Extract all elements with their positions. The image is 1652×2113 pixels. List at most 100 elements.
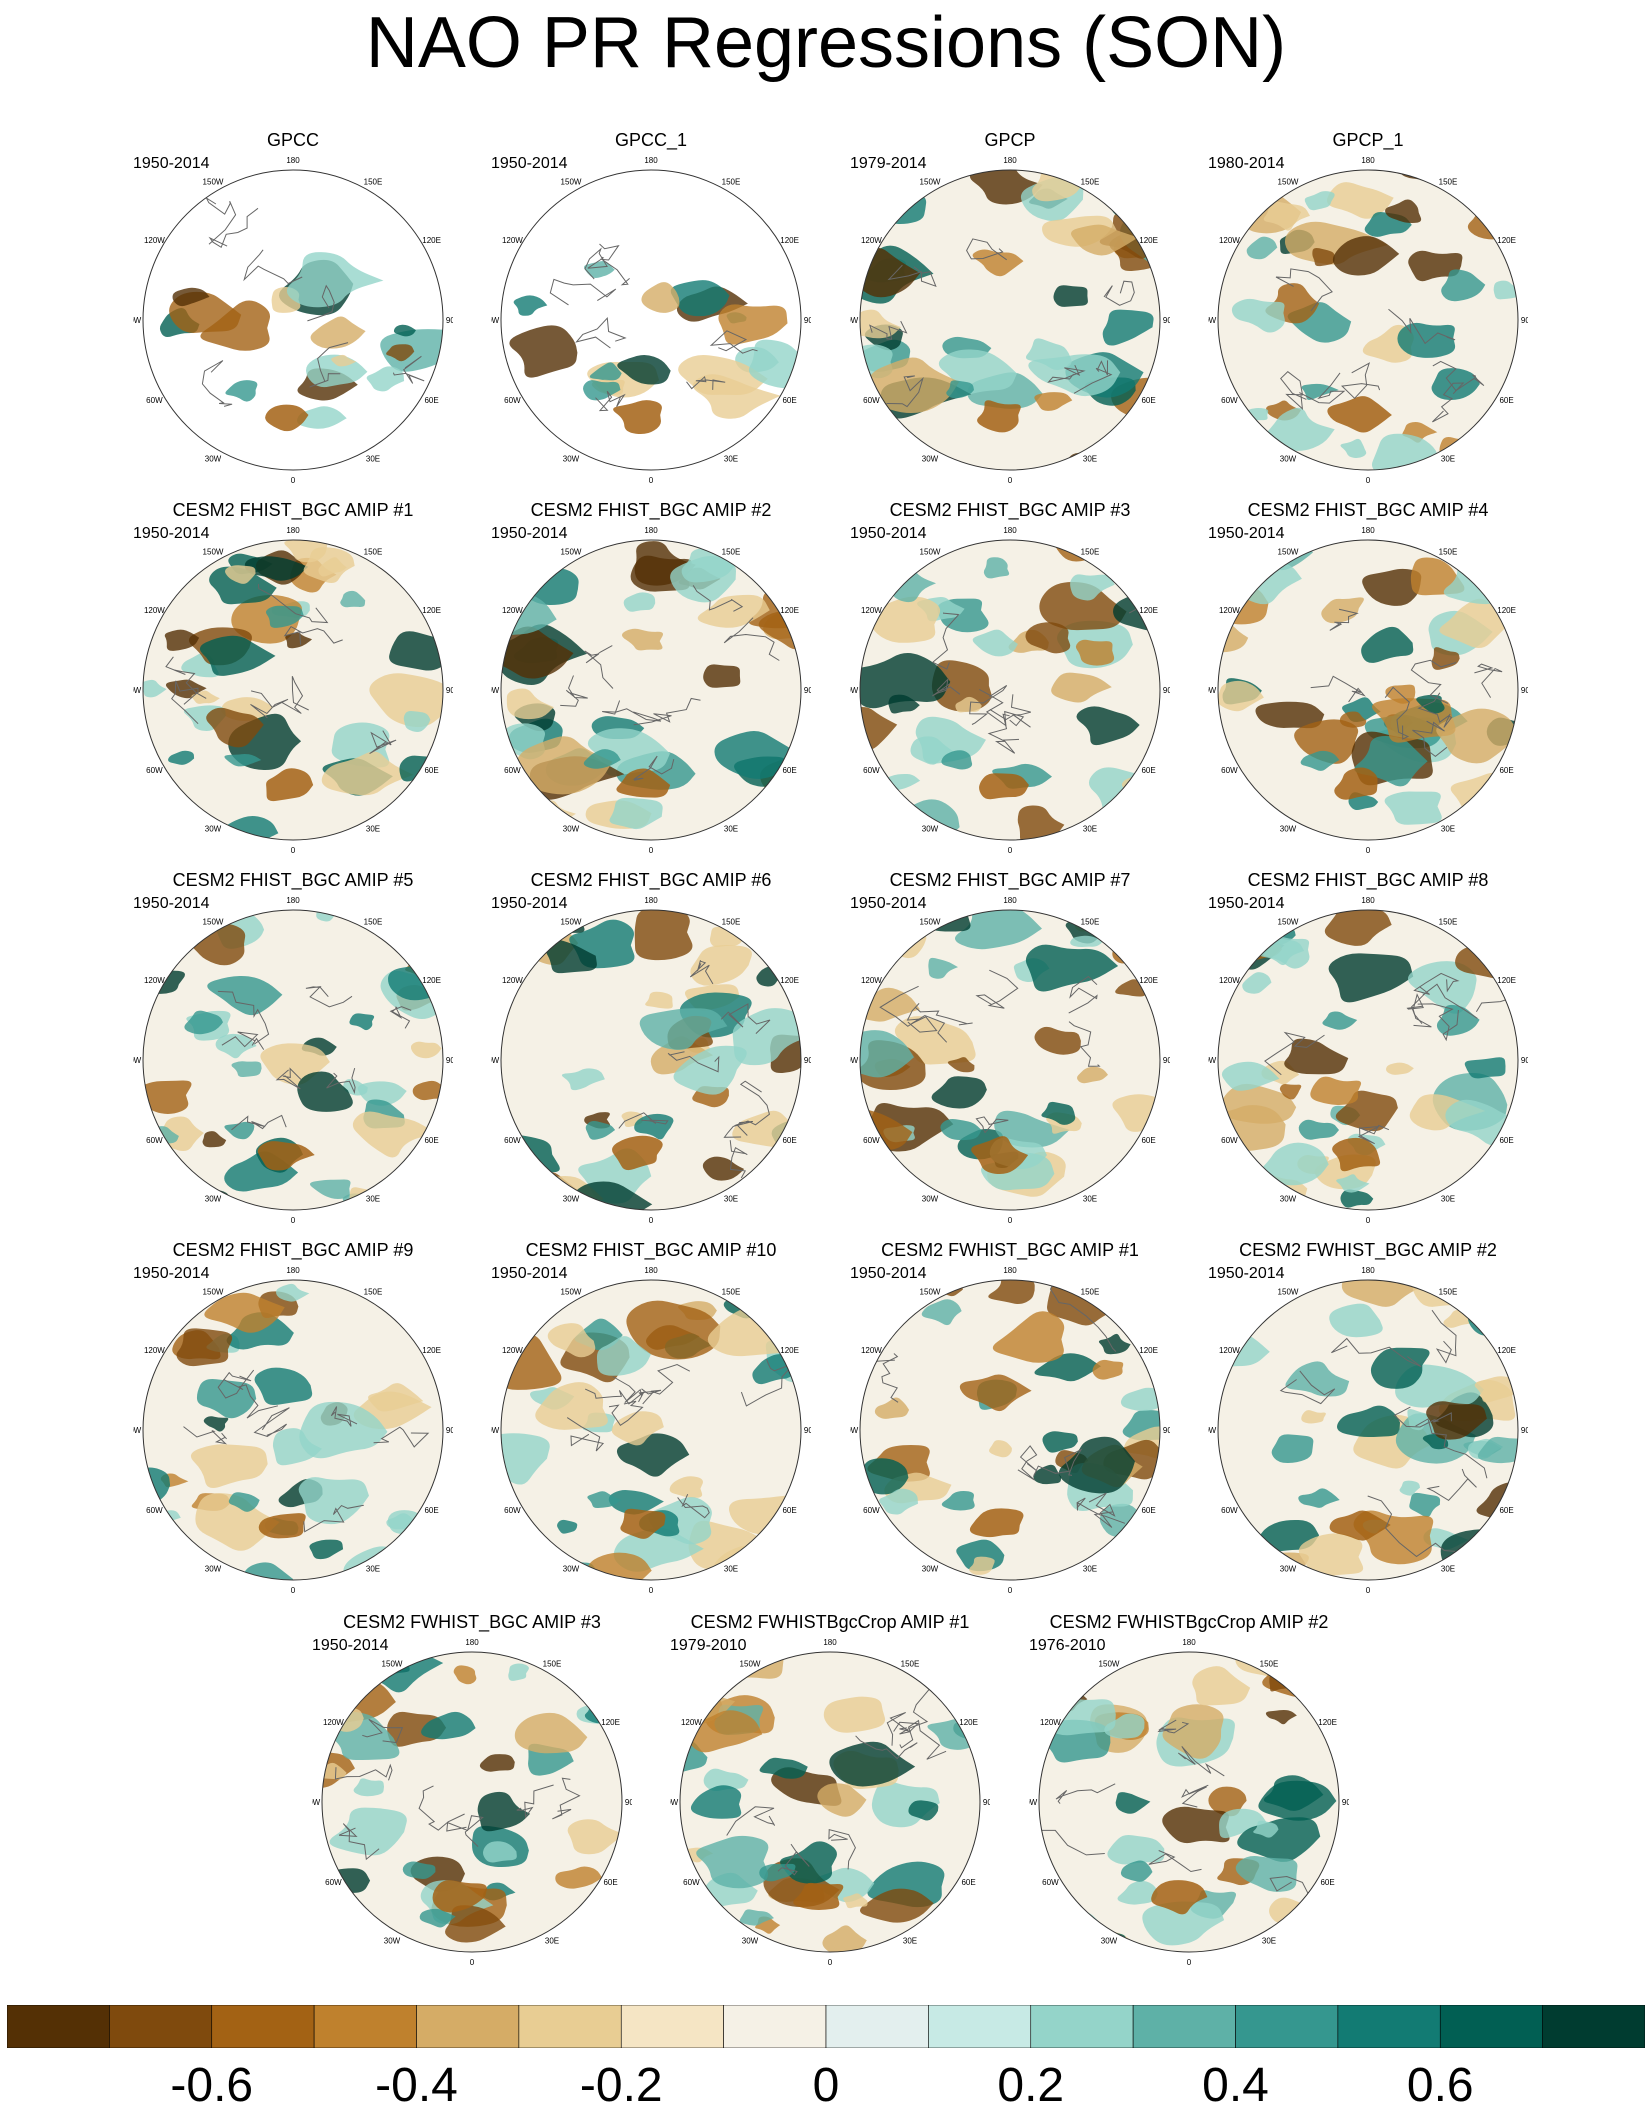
longitude-label: 120E xyxy=(959,1718,978,1727)
map-panel: CESM2 FHIST_BGC AMIP #6 1950-2014 180 150E 1… xyxy=(491,870,811,1230)
polar-map: 180 150E 120E 90E 60E 30E 0 30W 60W 90W 120W 150W xyxy=(491,1266,811,1595)
longitude-label: 90W xyxy=(133,316,142,325)
colorbar-swatch xyxy=(1439,2004,1543,2049)
panel-title: CESM2 FWHIST_BGC AMIP #3 xyxy=(343,1612,601,1632)
longitude-label: 120E xyxy=(1497,236,1516,245)
longitude-label: 180 xyxy=(1003,156,1017,165)
longitude-label: 90E xyxy=(1521,1056,1528,1065)
longitude-label: 0 xyxy=(291,476,296,485)
longitude-label: 60W xyxy=(1221,766,1238,775)
longitude-label: 60W xyxy=(146,766,163,775)
colorbar-tick-label: 0.4 xyxy=(1202,2059,1269,2112)
longitude-label: 90W xyxy=(491,316,500,325)
longitude-label: 150E xyxy=(1439,177,1458,186)
longitude-label: 90W xyxy=(850,686,859,695)
longitude-label: 90E xyxy=(1521,1426,1528,1435)
longitude-label: 30W xyxy=(205,1195,222,1204)
longitude-label: 150W xyxy=(1099,1659,1120,1668)
longitude-label: 90W xyxy=(670,1798,679,1807)
longitude-label: 150E xyxy=(1081,177,1100,186)
longitude-label: 90W xyxy=(133,686,142,695)
longitude-label: 30W xyxy=(384,1937,401,1946)
map-panels: GPCC 1950-2014 180 150E 120E 90E 60E 30E 0 30W 60W… xyxy=(133,130,1528,1972)
polar-map: 180 150E 120E 90E 60E 30E 0 30W 60W 90W 120W 150W xyxy=(1208,1266,1528,1595)
panel-years: 1950-2014 xyxy=(491,1265,568,1282)
colorbar-tick-label: 0 xyxy=(812,2059,840,2112)
panel-years: 1950-2014 xyxy=(491,895,568,912)
panel-title: CESM2 FHIST_BGC AMIP #6 xyxy=(530,870,772,890)
longitude-label: 30W xyxy=(205,455,222,464)
longitude-label: 90E xyxy=(446,316,453,325)
polar-map: 180 150E 120E 90E 60E 30E 0 30W 60W 90W 120W 150W xyxy=(133,156,453,485)
longitude-label: 60W xyxy=(325,1878,342,1887)
polar-map: 180 150E 120E 90E 60E 30E 0 30W 60W 90W 120W 150W xyxy=(850,156,1170,485)
longitude-label: 60E xyxy=(1141,1136,1155,1145)
longitude-label: 150E xyxy=(364,177,383,186)
panel-title: CESM2 FWHIST_BGC AMIP #1 xyxy=(881,1240,1139,1260)
longitude-label: 90E xyxy=(804,1426,811,1435)
longitude-label: 120W xyxy=(144,236,165,245)
polar-map: 180 150E 120E 90E 60E 30E 0 30W 60W 90W 120W 150W xyxy=(491,156,811,485)
colorbar-swatch xyxy=(1337,2004,1441,2049)
longitude-label: 150E xyxy=(364,1287,383,1296)
longitude-label: 120W xyxy=(144,1346,165,1355)
longitude-label: 120W xyxy=(1219,976,1240,985)
longitude-label: 120W xyxy=(502,606,523,615)
longitude-label: 60E xyxy=(961,1878,975,1887)
polar-map: 180 150E 120E 90E 60E 30E 0 30W 60W 90W 120W 150W xyxy=(491,526,811,855)
longitude-label: 180 xyxy=(644,526,658,535)
panel-years: 1950-2014 xyxy=(1208,895,1285,912)
longitude-label: 180 xyxy=(286,526,300,535)
longitude-label: 60E xyxy=(424,766,438,775)
longitude-label: 30W xyxy=(1280,825,1297,834)
polar-map: 180 150E 120E 90E 60E 30E 0 30W 60W 90W 120W 150W xyxy=(670,1638,990,1967)
longitude-label: 60E xyxy=(782,396,796,405)
map-panel: CESM2 FWHISTBgcCrop AMIP #1 1979-2010 180 1… xyxy=(670,1612,990,1972)
longitude-label: 150W xyxy=(920,1287,941,1296)
panel-title: CESM2 FWHISTBgcCrop AMIP #1 xyxy=(690,1612,970,1632)
longitude-label: 60E xyxy=(1141,766,1155,775)
longitude-label: 180 xyxy=(286,896,300,905)
longitude-label: 120W xyxy=(681,1718,702,1727)
longitude-label: 150E xyxy=(1081,917,1100,926)
panel-years: 1950-2014 xyxy=(850,1265,927,1282)
longitude-label: 120W xyxy=(144,976,165,985)
longitude-label: 120W xyxy=(502,236,523,245)
longitude-label: 180 xyxy=(1361,156,1375,165)
panel-years: 1979-2014 xyxy=(850,155,927,172)
longitude-label: 150E xyxy=(722,917,741,926)
longitude-label: 90E xyxy=(1521,686,1528,695)
longitude-label: 120W xyxy=(861,1346,882,1355)
longitude-label: 120E xyxy=(780,976,799,985)
longitude-label: 30E xyxy=(366,1195,380,1204)
longitude-label: 150E xyxy=(1260,1659,1279,1668)
panel-years: 1950-2014 xyxy=(133,155,210,172)
longitude-label: 120W xyxy=(502,1346,523,1355)
polar-map: 180 150E 120E 90E 60E 30E 0 30W 60W 90W 120W 150W xyxy=(1029,1638,1349,1967)
longitude-label: 0 xyxy=(649,1216,654,1225)
longitude-label: 90W xyxy=(850,316,859,325)
longitude-label: 90W xyxy=(1208,316,1217,325)
longitude-label: 30E xyxy=(724,455,738,464)
longitude-label: 120W xyxy=(1040,1718,1061,1727)
longitude-label: 0 xyxy=(1366,1586,1371,1595)
map-panel: CESM2 FHIST_BGC AMIP #9 1950-2014 180 150E 1… xyxy=(133,1240,453,1600)
longitude-label: 0 xyxy=(470,1958,475,1967)
longitude-label: 120W xyxy=(861,976,882,985)
longitude-label: 120E xyxy=(601,1718,620,1727)
map-panel: GPCC 1950-2014 180 150E 120E 90E 60E 30E 0 30W 60W… xyxy=(133,130,453,490)
longitude-label: 30E xyxy=(1083,825,1097,834)
longitude-label: 30W xyxy=(1280,1565,1297,1574)
longitude-label: 90W xyxy=(491,1426,500,1435)
longitude-label: 150W xyxy=(203,547,224,556)
longitude-label: 30W xyxy=(1280,1195,1297,1204)
longitude-label: 30E xyxy=(366,1565,380,1574)
longitude-label: 120E xyxy=(1139,1346,1158,1355)
longitude-label: 180 xyxy=(1003,526,1017,535)
longitude-label: 150E xyxy=(1081,1287,1100,1296)
longitude-label: 60E xyxy=(1141,1506,1155,1515)
longitude-label: 0 xyxy=(1187,1958,1192,1967)
panel-years: 1950-2014 xyxy=(133,895,210,912)
panel-title: GPCP_1 xyxy=(1332,130,1404,150)
longitude-label: 150W xyxy=(382,1659,403,1668)
